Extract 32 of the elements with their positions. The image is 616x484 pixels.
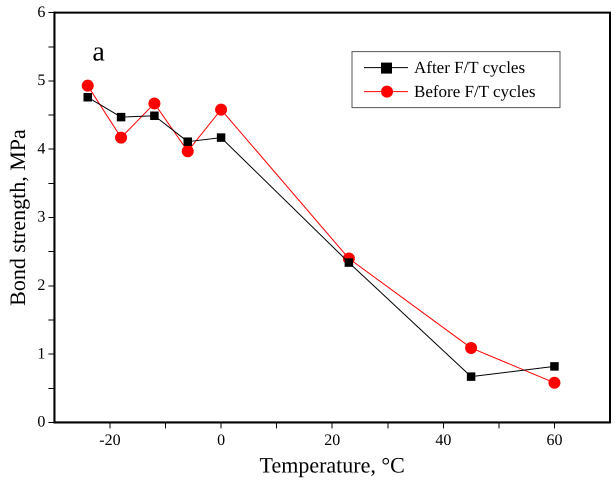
point xyxy=(466,372,476,381)
point xyxy=(115,132,128,144)
x-tick-label: -20 xyxy=(99,432,121,450)
y-tick-label: 5 xyxy=(37,72,46,90)
point xyxy=(548,376,560,389)
y-tick-label: 2 xyxy=(37,277,46,294)
point xyxy=(344,258,354,267)
x-tick-label: 0 xyxy=(217,432,226,450)
x-tick-label: 20 xyxy=(324,432,340,450)
point xyxy=(182,145,194,158)
x-tick-label: 60 xyxy=(546,432,562,450)
point xyxy=(184,137,192,146)
legend-label: Before F/T cycles xyxy=(414,82,536,102)
y-tick-label: 6 xyxy=(37,4,46,21)
point xyxy=(216,133,226,142)
point xyxy=(116,112,126,122)
x-tick-label: 40 xyxy=(435,432,452,450)
annotation: a xyxy=(92,36,106,68)
point xyxy=(465,342,478,354)
legend-label: After F/T cycles xyxy=(414,58,526,78)
point xyxy=(83,93,92,102)
point xyxy=(82,80,94,92)
point xyxy=(215,104,228,116)
y-tick-label: 4 xyxy=(37,140,46,158)
point xyxy=(150,111,159,120)
y-tick-label: 1 xyxy=(37,345,46,362)
y-axis-title: Bond strength, MPa xyxy=(4,128,30,306)
y-tick-label: 0 xyxy=(37,414,46,431)
point xyxy=(148,97,160,110)
y-tick-label: 3 xyxy=(37,208,46,226)
x-axis-title: Temperature, °C xyxy=(260,452,405,478)
point xyxy=(550,362,559,371)
